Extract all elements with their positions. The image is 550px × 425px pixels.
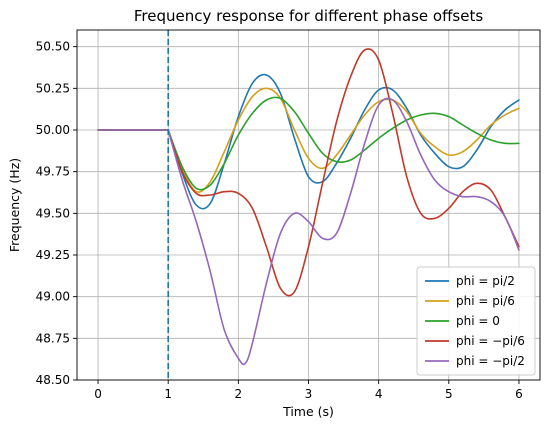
y-tick-label: 49.25: [36, 248, 70, 262]
x-tick-label: 5: [445, 387, 453, 401]
series-line-4: [97, 48, 520, 297]
x-tick-label: 0: [94, 387, 102, 401]
axis-ticks: 0 1 2 3 4 5 6 48.50 48.75 49.00 49.25 49.50 49.75 50.…: [36, 40, 523, 401]
chart-title: Frequency response for different phase o…: [134, 7, 483, 25]
legend: phi = pi/2 phi = pi/6 phi = 0 phi = −pi/6 ph…: [416, 266, 536, 376]
x-axis-label: Time (s): [282, 404, 334, 419]
y-tick-label: 50.25: [36, 81, 70, 95]
legend-box: [416, 266, 536, 376]
legend-label: phi = −pi/2: [456, 354, 525, 368]
y-tick-label: 48.50: [36, 373, 70, 387]
y-tick-label: 49.75: [36, 165, 70, 179]
y-tick-label: 50.00: [36, 123, 70, 137]
y-tick-label: 49.50: [36, 206, 70, 220]
x-tick-label: 1: [164, 387, 172, 401]
x-tick-label: 6: [515, 387, 523, 401]
legend-label: phi = pi/6: [456, 294, 515, 308]
y-tick-label: 48.75: [36, 331, 70, 345]
y-axis-label: Frequency (Hz): [7, 158, 22, 252]
series-line-5: [97, 97, 520, 366]
series-line-2: [97, 87, 520, 193]
y-tick-label: 49.00: [36, 290, 70, 304]
legend-label: phi = pi/2: [456, 274, 515, 288]
legend-label: phi = 0: [456, 314, 500, 328]
x-tick-label: 3: [305, 387, 313, 401]
series-line-3: [97, 96, 520, 191]
legend-label: phi = −pi/6: [456, 334, 525, 348]
y-tick-label: 50.50: [36, 40, 70, 54]
grid: [77, 30, 540, 381]
x-tick-label: 2: [235, 387, 243, 401]
x-tick-label: 4: [375, 387, 383, 401]
series-lines: [97, 30, 520, 380]
